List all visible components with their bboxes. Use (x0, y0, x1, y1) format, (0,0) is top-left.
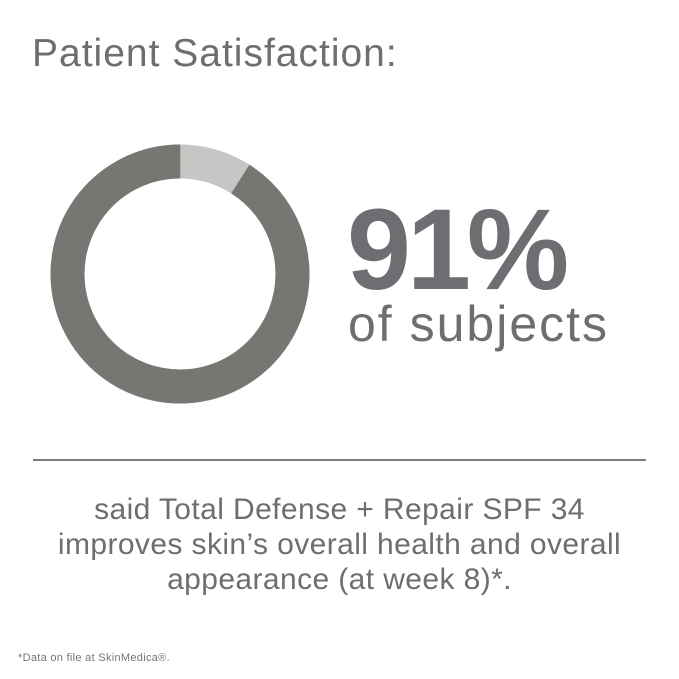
claim-line-3: appearance (at week 8)*. (167, 563, 512, 596)
stat-value: 91% (347, 186, 569, 314)
claim-text: said Total Defense + Repair SPF 34 impro… (0, 492, 679, 597)
donut-chart (50, 144, 310, 404)
claim-line-2: improves skin’s overall health and overa… (57, 528, 622, 561)
donut-segment-satisfied (50, 144, 310, 404)
page-title: Patient Satisfaction: (32, 32, 398, 75)
footnote: *Data on file at SkinMedica®. (18, 652, 170, 664)
stat-label: of subjects (348, 296, 610, 352)
claim-line-1: said Total Defense + Repair SPF 34 (94, 493, 585, 526)
divider (33, 459, 646, 461)
